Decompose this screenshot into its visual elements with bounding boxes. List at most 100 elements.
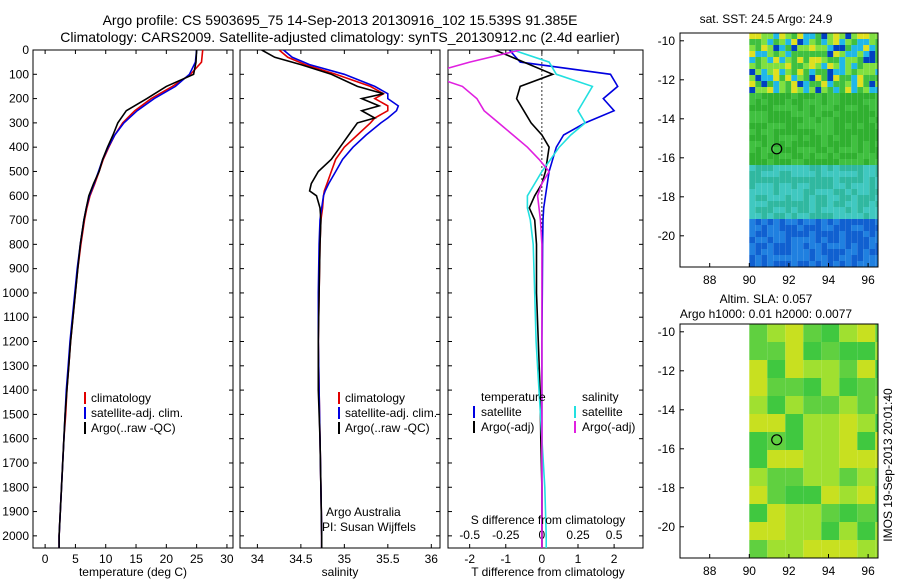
map-cell: [785, 225, 792, 231]
map-cell: [791, 87, 798, 93]
map-cell: [749, 87, 756, 93]
map-cell: [869, 99, 876, 105]
map-cell: [863, 207, 870, 213]
map-cell: [785, 159, 792, 165]
map-cell: [869, 237, 876, 243]
map-cell: [827, 135, 834, 141]
map-frame: [679, 32, 879, 268]
map-cell: [869, 75, 876, 81]
map-cell: [791, 249, 798, 255]
map-cell: [767, 129, 774, 135]
map-cell: [857, 33, 864, 39]
legend-label-argo: Argo(..raw -QC): [345, 421, 430, 435]
map-cell: [767, 450, 786, 468]
map-cell: [845, 189, 852, 195]
map-cell: [755, 93, 762, 99]
map-cell: [827, 225, 834, 231]
map-cell: [821, 75, 828, 81]
map-cell: [863, 51, 870, 57]
map-cell: [845, 177, 852, 183]
map-cell: [779, 93, 786, 99]
map-cell: [875, 45, 878, 51]
depth-tick-label: 1700: [2, 456, 29, 470]
map-cell: [857, 213, 864, 219]
map-cell: [797, 243, 804, 249]
map-cell: [749, 171, 756, 177]
map-cell: [797, 165, 804, 171]
map-cell: [815, 93, 822, 99]
map-cell: [767, 207, 774, 213]
map-cell: [797, 183, 804, 189]
map-cell: [749, 165, 756, 171]
depth-tick-label: 400: [9, 140, 29, 154]
map-cell: [803, 75, 810, 81]
depth-tick-label: 900: [9, 262, 29, 276]
map-cell: [761, 87, 768, 93]
map-cell: [839, 450, 858, 468]
map-cell: [803, 51, 810, 57]
map-cell: [857, 249, 864, 255]
map-cell: [791, 93, 798, 99]
map-cell: [755, 255, 762, 261]
map-cell: [809, 165, 816, 171]
map-cell: [821, 522, 840, 540]
map-cell: [791, 33, 798, 39]
map-cell: [869, 249, 876, 255]
map-cell: [749, 249, 756, 255]
map-cell: [755, 189, 762, 195]
map-cell: [797, 57, 804, 63]
map-cell: [863, 129, 870, 135]
map-cell: [797, 255, 804, 261]
map-cell: [815, 69, 822, 75]
map-cell: [833, 105, 840, 111]
map-cell: [851, 39, 858, 45]
map-cell: [761, 261, 768, 267]
map-cell: [857, 243, 864, 249]
map-cell: [767, 231, 774, 237]
map-cell: [779, 189, 786, 195]
map-cell: [815, 33, 822, 39]
map-cell: [761, 165, 768, 171]
map-cell: [785, 177, 792, 183]
sdiff-tick-label: -0.25: [492, 528, 520, 542]
map-cell: [875, 207, 878, 213]
map-cell: [845, 57, 852, 63]
map-cell: [797, 207, 804, 213]
map-cell: [863, 153, 870, 159]
map-cell: [821, 135, 828, 141]
map-cell: [809, 177, 816, 183]
figure-title-line2: Climatology: CARS2009. Satellite-adjuste…: [60, 29, 620, 45]
map-cell: [833, 153, 840, 159]
map-cell: [863, 69, 870, 75]
map-cell: [821, 93, 828, 99]
map-cell: [791, 57, 798, 63]
map-cell: [857, 324, 876, 342]
map-cell: [857, 189, 864, 195]
map-cell: [749, 468, 768, 486]
map-cell: [815, 81, 822, 87]
map-cell: [803, 432, 822, 450]
map-cell: [779, 57, 786, 63]
map-cell: [833, 225, 840, 231]
map-cell: [785, 450, 804, 468]
map-cell: [839, 255, 846, 261]
map-cell: [761, 225, 768, 231]
map-cell: [779, 261, 786, 267]
map-cell: [797, 39, 804, 45]
map-cell: [827, 63, 834, 69]
map-cell: [821, 468, 840, 486]
map-cell: [791, 75, 798, 81]
map-lat-tick-label: -10: [658, 325, 676, 339]
map-cell: [821, 39, 828, 45]
map-cell: [803, 324, 822, 342]
temperature-x-axis: 0 5 10 15 20 25 30: [42, 50, 234, 566]
map-cell: [857, 135, 864, 141]
map-cell: [875, 396, 878, 414]
map-cell: [875, 486, 878, 504]
map-cell: [863, 117, 870, 123]
map-cell: [803, 87, 810, 93]
map-cell: [869, 207, 876, 213]
map-cell: [845, 255, 852, 261]
map-cell: [755, 63, 762, 69]
map-cell: [809, 213, 816, 219]
